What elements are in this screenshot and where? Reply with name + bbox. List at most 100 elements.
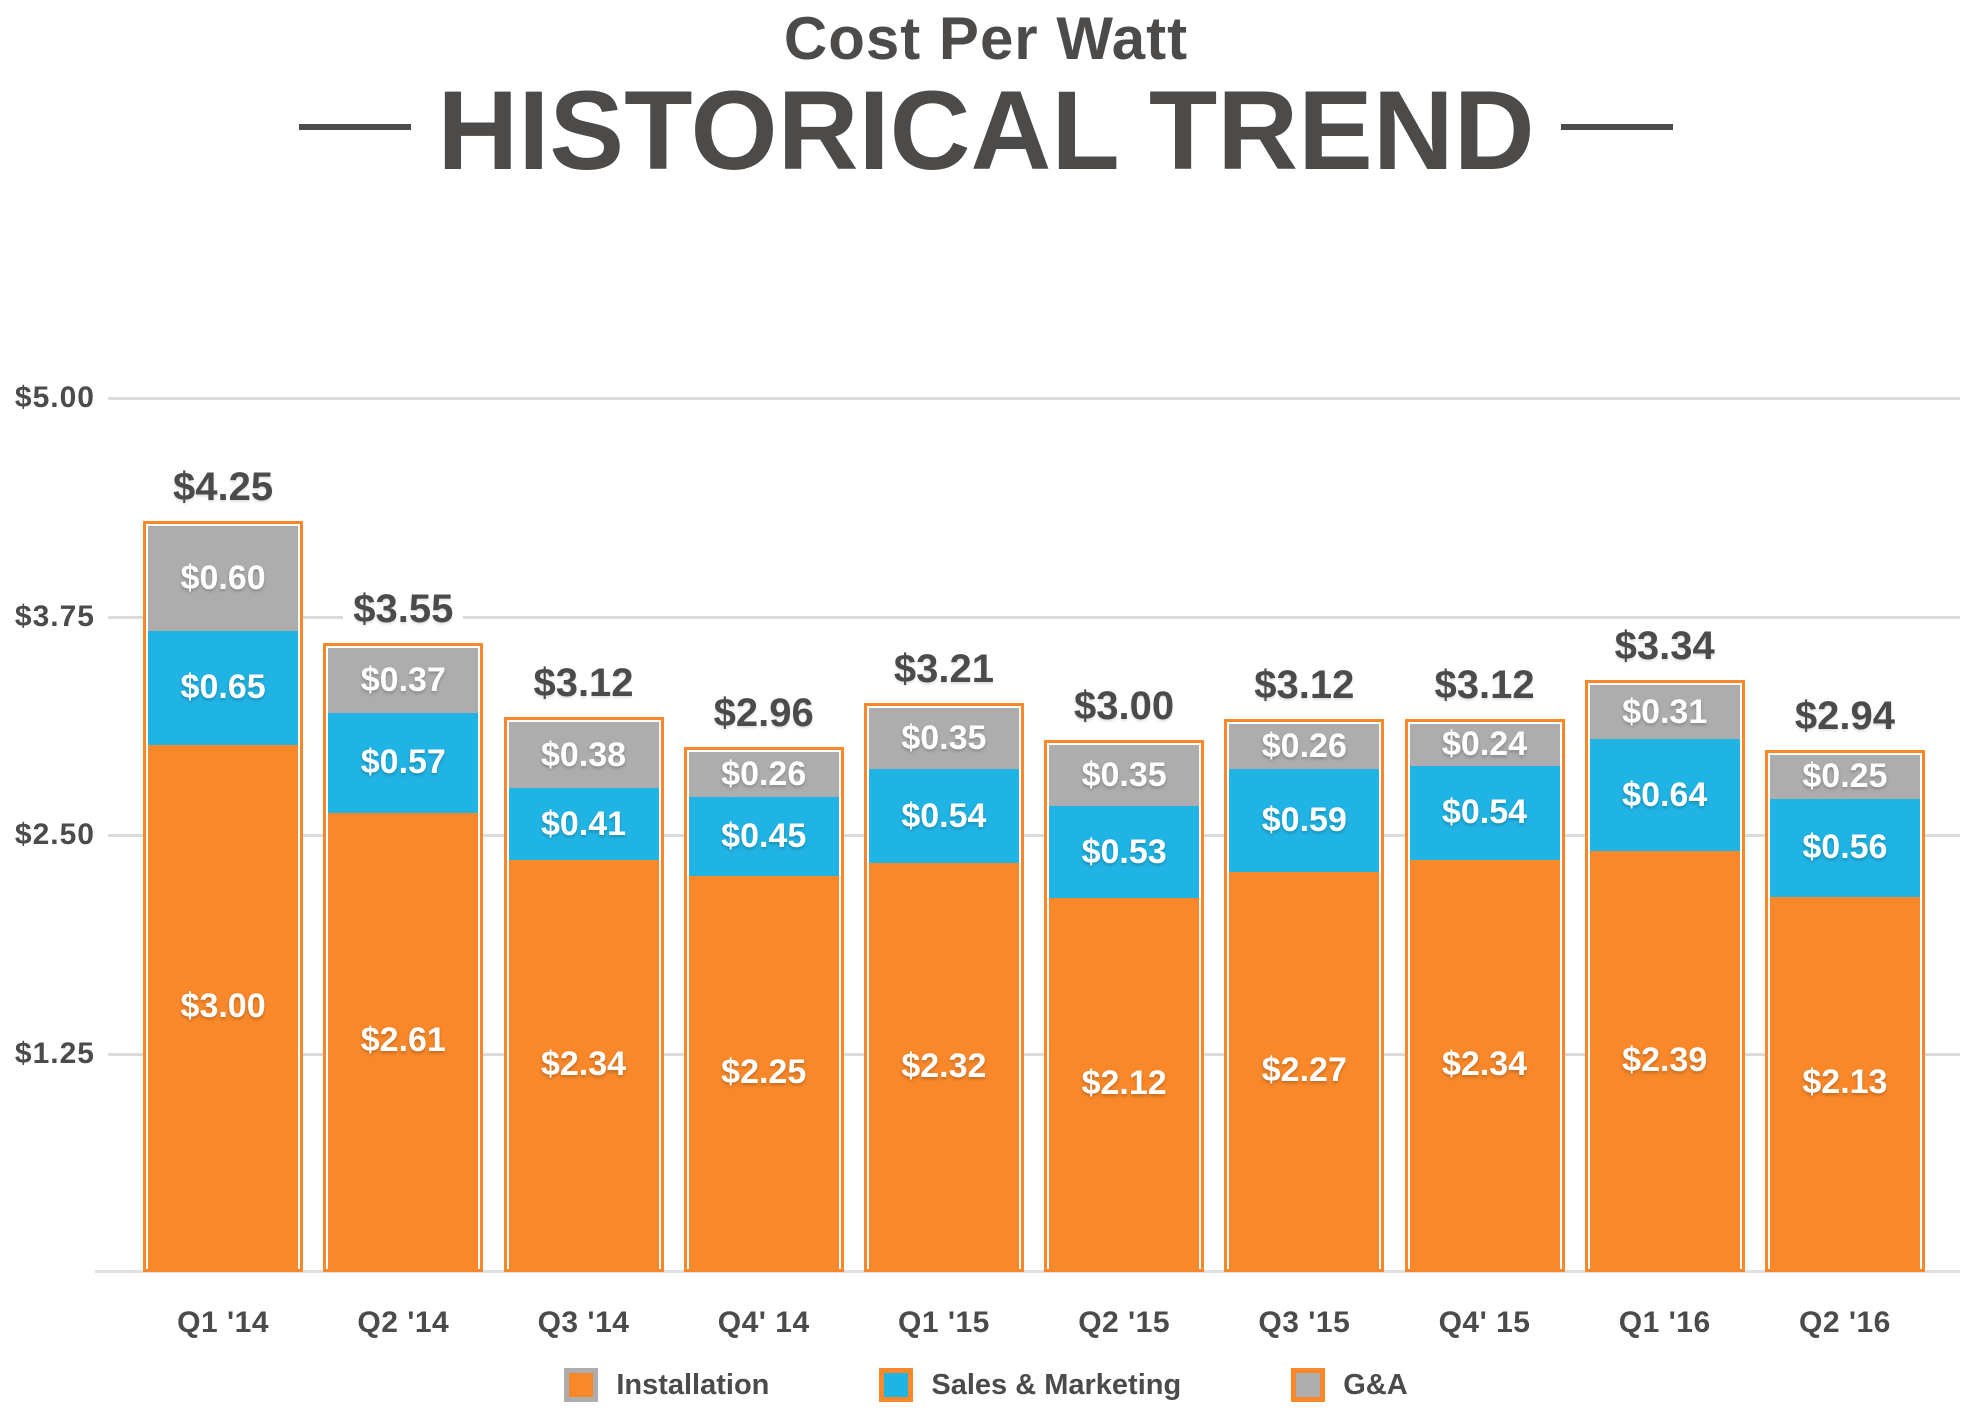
legend: Installation Sales & Marketing G&A bbox=[0, 1368, 1972, 1402]
stacked-bar: $0.25 $0.56 $2.13 bbox=[1764, 750, 1925, 1272]
segment-sales-marketing: $0.53 bbox=[1049, 805, 1200, 899]
x-tick-label-q3-15: Q3 '15 bbox=[1258, 1306, 1351, 1339]
segment-value-label: $2.34 bbox=[540, 1044, 627, 1083]
segment-installation: $2.32 bbox=[868, 863, 1019, 1269]
segment-value-label: $3.00 bbox=[180, 987, 266, 1026]
title-block: Cost Per Watt HISTORICAL TREND bbox=[0, 0, 1972, 192]
legend-label: Sales & Marketing bbox=[931, 1368, 1182, 1401]
grid-line-2.5 bbox=[108, 834, 1960, 837]
segment-installation: $2.61 bbox=[328, 812, 479, 1269]
bars-layer: $4.25 $0.60 $0.65 $3.00 $3.55 $0.37 $0.57 $2.61… bbox=[133, 398, 1935, 1272]
bar-group-q2-15: $3.00 $0.35 $0.53 $2.12 bbox=[1034, 398, 1214, 1272]
segment-value-label: $0.45 bbox=[721, 816, 807, 855]
bar-group-q1-16: $3.34 $0.31 $0.64 $2.39 bbox=[1575, 398, 1755, 1272]
segment-ga: $0.35 bbox=[868, 707, 1019, 770]
stacked-bar: $0.60 $0.65 $3.00 bbox=[143, 521, 304, 1272]
segment-installation: $2.12 bbox=[1049, 898, 1200, 1269]
total-label: $3.12 bbox=[1424, 662, 1545, 707]
chart-title-row: HISTORICAL TREND bbox=[0, 69, 1972, 192]
segment-ga: $0.26 bbox=[688, 751, 839, 798]
segment-value-label: $0.35 bbox=[1081, 755, 1167, 794]
chart-subtitle: Cost Per Watt bbox=[783, 5, 1189, 72]
segment-sales-marketing: $0.59 bbox=[1229, 769, 1380, 873]
total-label: $3.12 bbox=[1244, 662, 1365, 707]
legend-item-installation: Installation bbox=[564, 1368, 769, 1402]
segment-value-label: $0.54 bbox=[901, 796, 987, 835]
grid-line-1.25 bbox=[108, 1052, 1960, 1056]
x-tick-label-q2-15: Q2 '15 bbox=[1078, 1306, 1171, 1339]
legend-swatch-g-a bbox=[1291, 1368, 1326, 1402]
segment-installation: $2.13 bbox=[1769, 896, 1920, 1269]
segment-value-label: $2.25 bbox=[721, 1052, 807, 1091]
segment-value-label: $2.12 bbox=[1081, 1064, 1167, 1103]
segment-ga: $0.31 bbox=[1589, 685, 1740, 740]
y-tick-label: $1.25 bbox=[14, 1036, 95, 1070]
segment-sales-marketing: $0.54 bbox=[868, 769, 1019, 864]
total-label: $3.21 bbox=[883, 646, 1004, 691]
chart-area: $5.00 $3.75 $2.50 $1.25 $4.25 $0.60 $0.65 $3.0… bbox=[0, 381, 1972, 1273]
chart-title: HISTORICAL TREND bbox=[437, 68, 1535, 193]
x-tick-label-q1-15: Q1 '15 bbox=[897, 1306, 990, 1339]
bar-group-q4-15: $3.12 $0.24 $0.54 $2.34 bbox=[1394, 398, 1574, 1272]
segment-sales-marketing: $0.64 bbox=[1589, 739, 1740, 852]
segment-value-label: $0.60 bbox=[180, 559, 266, 598]
total-label: $2.96 bbox=[703, 690, 824, 735]
segment-ga: $0.26 bbox=[1229, 723, 1380, 770]
segment-value-label: $0.65 bbox=[180, 668, 266, 707]
x-tick-label-q2-14: Q2 '14 bbox=[357, 1306, 450, 1339]
y-tick-label: $3.75 bbox=[14, 599, 95, 633]
segment-installation: $2.34 bbox=[508, 859, 659, 1269]
x-tick-label-q3-14: Q3 '14 bbox=[537, 1306, 630, 1339]
segment-sales-marketing: $0.54 bbox=[1409, 765, 1560, 860]
segment-value-label: $0.56 bbox=[1802, 828, 1888, 867]
legend-label: Installation bbox=[616, 1368, 770, 1401]
segment-sales-marketing: $0.57 bbox=[328, 713, 479, 813]
stacked-bar: $0.37 $0.57 $2.61 bbox=[323, 643, 484, 1272]
segment-ga: $0.38 bbox=[508, 721, 659, 789]
segment-sales-marketing: $0.56 bbox=[1769, 798, 1920, 897]
title-dash-right bbox=[1560, 123, 1673, 130]
stacked-bar: $0.35 $0.53 $2.12 bbox=[1044, 739, 1205, 1272]
segment-value-label: $2.13 bbox=[1802, 1063, 1888, 1102]
x-tick-label-q2-16: Q2 '16 bbox=[1799, 1306, 1891, 1339]
segment-value-label: $2.61 bbox=[360, 1021, 446, 1060]
segment-ga: $0.35 bbox=[1049, 744, 1200, 806]
segment-value-label: $2.32 bbox=[901, 1046, 987, 1085]
grid-line-3.75 bbox=[108, 615, 1960, 619]
legend-label: G&A bbox=[1343, 1368, 1408, 1401]
bar-group-q2-14: $3.55 $0.37 $0.57 $2.61 bbox=[313, 398, 493, 1272]
grid-line-5 bbox=[108, 397, 1960, 400]
segment-value-label: $0.54 bbox=[1441, 793, 1528, 832]
total-label: $4.25 bbox=[163, 465, 284, 510]
y-axis-labels: $5.00 $3.75 $2.50 $1.25 bbox=[0, 381, 95, 1272]
segment-value-label: $0.35 bbox=[901, 718, 987, 757]
segment-ga: $0.25 bbox=[1769, 755, 1920, 799]
segment-value-label: $2.39 bbox=[1622, 1040, 1708, 1079]
legend-swatch-sales-marketing bbox=[879, 1368, 914, 1402]
segment-installation: $2.27 bbox=[1229, 872, 1380, 1269]
y-tick-label: $2.50 bbox=[14, 818, 95, 851]
segment-value-label: $0.41 bbox=[540, 804, 627, 843]
x-tick-label-q4-14: Q4' 14 bbox=[717, 1306, 810, 1339]
bar-group-q2-16: $2.94 $0.25 $0.56 $2.13 bbox=[1755, 398, 1935, 1272]
segment-installation: $2.25 bbox=[688, 875, 839, 1269]
segment-installation: $2.39 bbox=[1589, 851, 1740, 1269]
segment-sales-marketing: $0.65 bbox=[148, 631, 299, 745]
segment-installation: $3.00 bbox=[148, 744, 299, 1269]
segment-value-label: $0.24 bbox=[1441, 725, 1528, 764]
plot-area: $4.25 $0.60 $0.65 $3.00 $3.55 $0.37 $0.57 $2.61… bbox=[95, 397, 1960, 1273]
bar-group-q1-15: $3.21 $0.35 $0.54 $2.32 bbox=[854, 398, 1034, 1272]
segment-sales-marketing: $0.41 bbox=[508, 788, 659, 860]
y-tick-label: $5.00 bbox=[14, 381, 95, 414]
x-axis-labels: Q1 '14 Q2 '14 Q3 '14 Q4' 14 Q1 '15 Q2 '15 Q3 '… bbox=[133, 1306, 1935, 1340]
segment-value-label: $0.57 bbox=[360, 743, 446, 782]
axis-baseline bbox=[95, 1270, 1960, 1273]
title-dash-left bbox=[299, 123, 412, 130]
segment-value-label: $2.27 bbox=[1261, 1051, 1347, 1090]
segment-ga: $0.37 bbox=[328, 648, 479, 714]
legend-item-g-a: G&A bbox=[1291, 1368, 1408, 1402]
legend-item-sales-marketing: Sales & Marketing bbox=[879, 1368, 1181, 1402]
total-label: $3.12 bbox=[523, 660, 644, 705]
segment-ga: $0.60 bbox=[148, 526, 299, 631]
